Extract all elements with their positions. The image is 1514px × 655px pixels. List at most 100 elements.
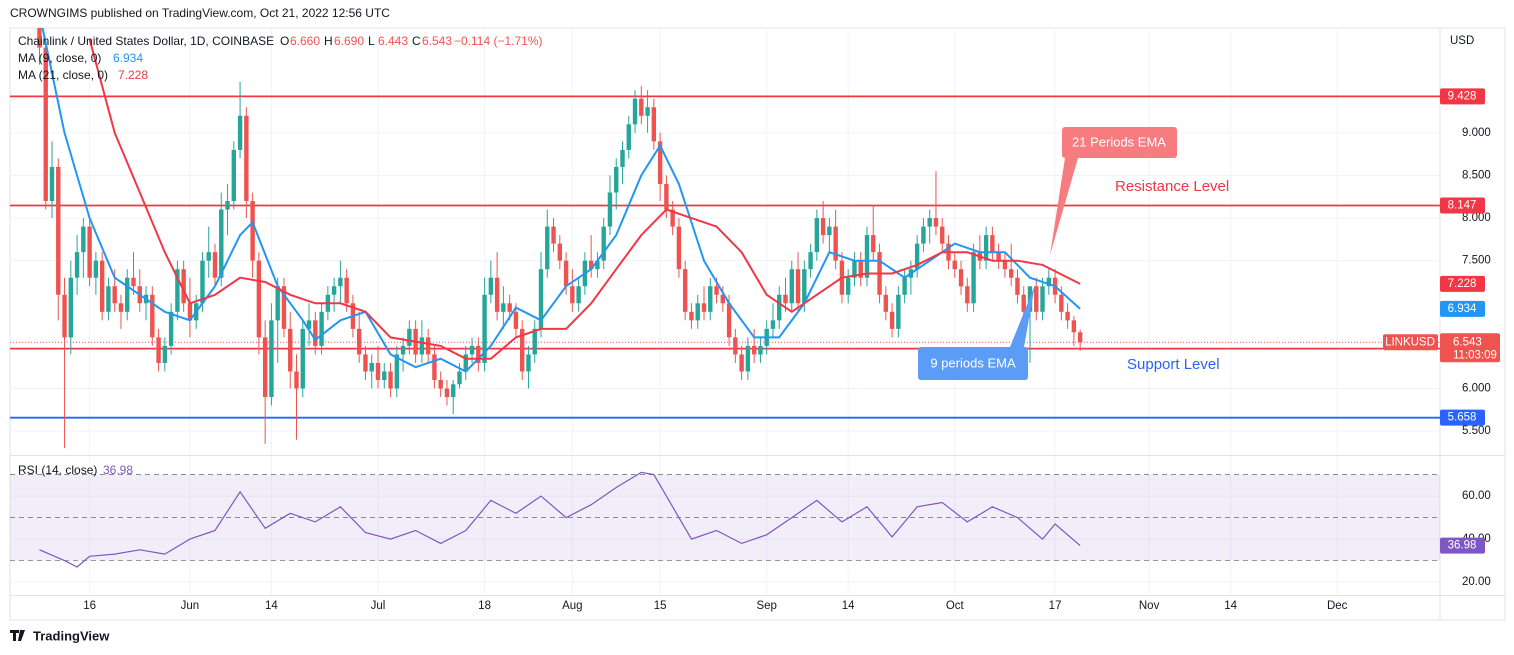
- ohlc-key: O: [280, 34, 289, 48]
- candle-body: [1077, 332, 1083, 343]
- candle-body: [607, 192, 613, 227]
- candle-body: [921, 226, 926, 244]
- axis-price-tag: [1440, 409, 1485, 426]
- candle-body: [181, 269, 186, 304]
- candle-body: [676, 226, 682, 270]
- candle-body: [701, 303, 707, 312]
- axis-price-text: 6.934: [1448, 303, 1477, 315]
- rsi-last: 36.98: [1448, 540, 1477, 552]
- candle-body: [313, 320, 318, 346]
- ohlc-key: H: [324, 34, 333, 48]
- candle-body: [206, 252, 211, 261]
- symbol: Chainlink / United States Dollar, 1D, CO…: [18, 34, 274, 48]
- candle-body: [1040, 286, 1045, 312]
- callout-pointer: [1010, 285, 1035, 347]
- candle-body: [87, 226, 92, 278]
- candle-body: [175, 269, 180, 312]
- candle-body: [739, 354, 744, 372]
- ohlc-key: C: [412, 34, 421, 48]
- candle-body: [827, 226, 832, 236]
- candle-body: [369, 362, 374, 372]
- x-tick-label: Dec: [1327, 600, 1348, 612]
- candle-body: [150, 294, 155, 338]
- axis-price-tag: [1440, 197, 1485, 214]
- countdown: 11:03:09: [1453, 349, 1497, 361]
- candle-body: [714, 286, 719, 295]
- change: −0.114 (−1.71%): [454, 34, 543, 48]
- x-tick-label: 14: [265, 600, 278, 612]
- candle-body: [858, 260, 863, 278]
- ohlc-value: 6.543: [422, 34, 452, 48]
- candle-body: [802, 269, 807, 304]
- candle-body: [927, 218, 932, 227]
- candle-body: [463, 354, 468, 372]
- candle-body: [469, 345, 475, 355]
- candle-body: [664, 183, 669, 210]
- ma-legend-value: 7.228: [118, 68, 148, 82]
- candle-body: [118, 303, 124, 312]
- x-tick-label: 18: [478, 600, 491, 612]
- candle-body: [125, 277, 130, 312]
- candle-body: [996, 252, 1001, 261]
- candle-body: [971, 252, 976, 304]
- candle-body: [256, 260, 262, 338]
- ticker: LINKUSD: [1385, 336, 1435, 348]
- candle-body: [476, 345, 481, 363]
- price-pane: [10, 28, 1440, 455]
- candle-body: [187, 303, 193, 321]
- candle-body: [808, 252, 813, 270]
- last-price-tag: [1440, 333, 1500, 363]
- candle-body: [789, 269, 794, 304]
- y-tick-label: 9.000: [1462, 127, 1491, 139]
- candle-body: [382, 371, 387, 380]
- candle-body: [795, 269, 801, 304]
- candle-body: [306, 320, 312, 329]
- candle-body: [250, 201, 255, 261]
- y-tick-label: 8.500: [1462, 169, 1491, 181]
- candle-body: [488, 277, 494, 295]
- candle-body: [902, 277, 907, 295]
- candle-body: [281, 286, 287, 329]
- candle-body: [494, 277, 500, 312]
- candle-body: [200, 260, 205, 304]
- candle-body: [557, 243, 563, 261]
- candle-body: [319, 311, 324, 346]
- candle-body: [639, 98, 644, 116]
- axis-price-tag: [1440, 88, 1485, 105]
- candle-body: [614, 166, 619, 193]
- candle-body: [93, 260, 99, 278]
- candle-body: [262, 337, 268, 398]
- rsi-pane: [10, 456, 1440, 595]
- axis-price-tag: [1440, 300, 1485, 317]
- candle-body: [896, 294, 901, 329]
- candle-body: [388, 371, 393, 389]
- candle-body: [626, 124, 631, 150]
- candle-body: [288, 328, 293, 372]
- axis-price-text: 7.228: [1448, 278, 1477, 290]
- candle-body: [501, 303, 506, 312]
- candle-body: [670, 209, 675, 227]
- candle-body: [1034, 286, 1039, 312]
- candle-body: [983, 235, 989, 261]
- candle-body: [62, 294, 67, 338]
- candle-body: [1046, 277, 1052, 287]
- candle-body: [733, 337, 738, 355]
- axis-price-text: 9.428: [1448, 90, 1477, 102]
- candle-body: [275, 286, 280, 321]
- x-tick-label: 14: [1224, 600, 1237, 612]
- ohlc-value: 6.660: [290, 34, 320, 48]
- rsi-legend: RSI (14, close): [18, 463, 97, 477]
- candle-body: [425, 337, 431, 355]
- candle-body: [513, 311, 519, 329]
- x-tick-label: 17: [1049, 600, 1062, 612]
- candle-body: [363, 354, 368, 372]
- rsi-tag: [1440, 537, 1485, 554]
- last-price: 6.543: [1453, 336, 1482, 348]
- ticker-tag: [1383, 334, 1438, 351]
- candle-body: [689, 311, 694, 321]
- x-tick-label: Oct: [946, 600, 965, 612]
- candle-body: [777, 294, 782, 321]
- annotation: Resistance Level: [1115, 178, 1229, 195]
- ohlc-value: 6.690: [334, 34, 364, 48]
- y-tick-label: 8.000: [1462, 212, 1491, 224]
